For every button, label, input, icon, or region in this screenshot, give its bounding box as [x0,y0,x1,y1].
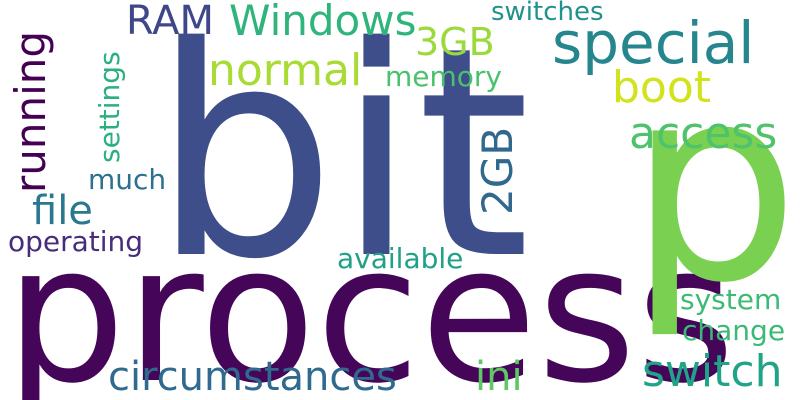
word-running: running [6,30,55,193]
word-settings: settings [93,51,126,163]
word-available: available [337,242,464,275]
word-memory: memory [385,60,502,93]
word-file: file [32,188,93,234]
word-windows: Windows [229,0,417,45]
word-switch: switch [642,346,783,397]
word-boot: boot [612,62,712,113]
word-much: much [88,163,167,196]
word-access: access [629,108,778,159]
word-change: change [682,314,786,347]
word-ram: RAM [126,0,215,44]
word-2gb: 2GB [473,126,522,215]
word-circumstances: circumstances [108,354,397,400]
word-p: p [628,27,800,342]
word-special: special [552,9,755,77]
word-normal: normal [208,45,363,96]
word-system: system [680,283,782,316]
word-bit: bit [152,0,531,323]
word-ini: ini [475,354,523,400]
word-switches: switches [491,0,604,27]
word-process: process [5,204,736,400]
word-3gb: 3GB [415,20,495,64]
word-operating: operating [8,225,144,258]
